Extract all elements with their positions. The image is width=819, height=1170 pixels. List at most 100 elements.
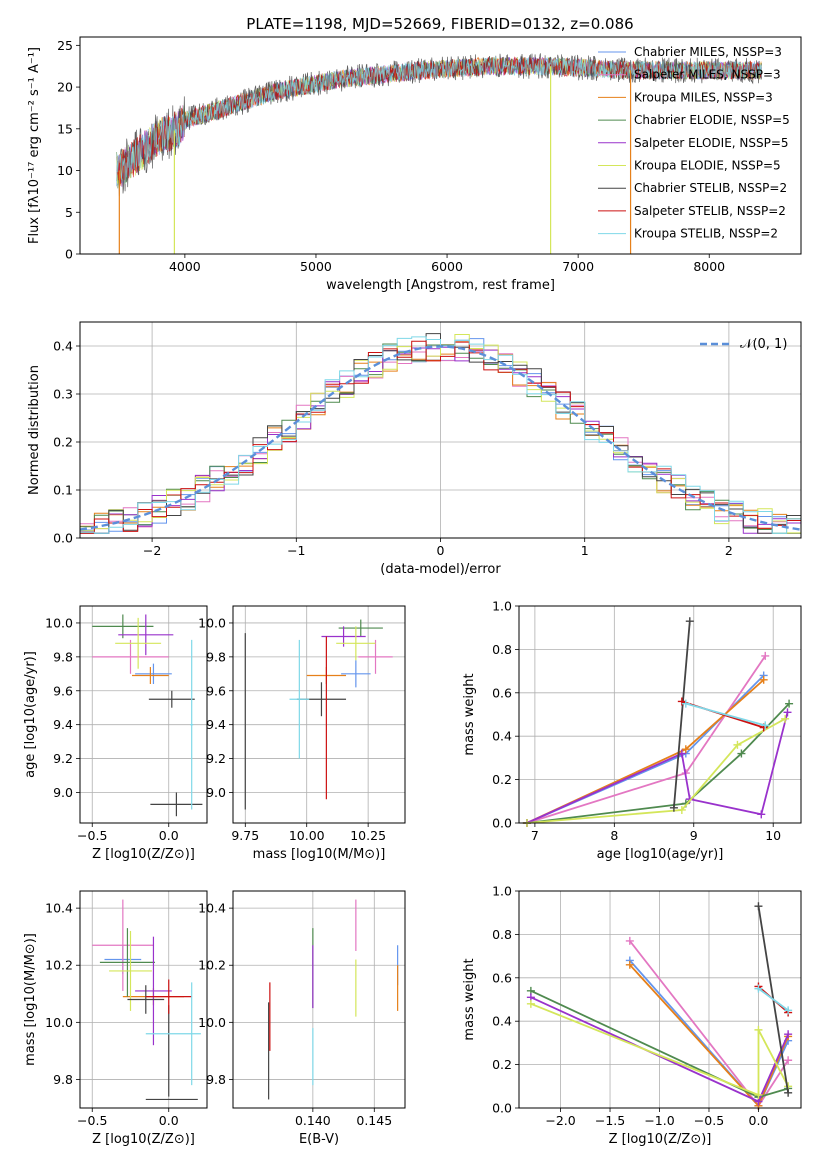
plot-area: [116, 53, 763, 254]
y-tick-label: 0.6: [492, 970, 512, 985]
y-tick-label: 10.0: [45, 1015, 73, 1030]
x-tick-label: 5000: [300, 259, 332, 274]
spectrum-line: [116, 56, 762, 187]
mass-weight-marker: [783, 708, 792, 717]
mass-weight-marker: [733, 740, 742, 749]
mass-weight-marker: [685, 617, 694, 626]
spectrum-title: PLATE=1198, MJD=52669, FIBERID=0132, z=0…: [246, 15, 633, 33]
x-tick-label: 2: [725, 543, 733, 558]
x-tick-label: 1: [581, 543, 589, 558]
axes-frame: [79, 321, 802, 539]
mass-weight-marker: [781, 714, 790, 723]
x-tick-label: −1.0: [644, 1113, 674, 1128]
mass-weight-marker: [759, 675, 768, 684]
plot-area: [244, 619, 393, 810]
x-tick-label: −2: [143, 543, 161, 558]
plot-area: [92, 614, 203, 817]
y-tick-label: 0.1: [53, 483, 73, 498]
axes-frame: [518, 890, 802, 1109]
panel-spectrum: 4000 5000 6000 7000 8000 0 5 10 15 20 25 wavelength…: [27, 36, 802, 293]
y-tick-label: 10.0: [198, 615, 226, 630]
y-tick-label: 10.2: [198, 958, 226, 973]
y-tick-label: 0.4: [492, 729, 512, 744]
y-tick-label: 9.0: [53, 785, 73, 800]
x-tick-label: 0.145: [356, 1113, 392, 1128]
histogram-line: [80, 334, 801, 534]
legend-label: Salpeter STELIB, NSSP=2: [634, 204, 786, 218]
mass-weight-marker: [754, 984, 763, 993]
axes-frame: [79, 605, 208, 824]
y-tick-label: 0.0: [53, 531, 73, 546]
y-tick-label: 1.0: [492, 599, 512, 614]
x-axis-label: Z [log10(Z/Z⊙)]: [609, 1132, 712, 1147]
mass-weight-marker: [669, 803, 678, 812]
mass-weight-marker: [757, 810, 766, 819]
y-tick-label: 9.6: [53, 683, 73, 698]
x-tick-label: 0.0: [749, 1113, 769, 1128]
mass-weight-line: [526, 679, 765, 824]
x-tick-label: −2.0: [545, 1113, 575, 1128]
y-axis-label: mass [log10(M/M⊙)]: [23, 933, 38, 1066]
mass-weight-line: [526, 718, 786, 824]
y-tick-label: 20: [57, 80, 73, 95]
y-tick-label: 0.2: [492, 772, 512, 787]
histogram-line: [80, 340, 801, 534]
legend-label: 𝒩(0, 1): [740, 337, 787, 352]
y-tick-label: 9.2: [206, 751, 226, 766]
panel-age-vs-mass: 9.75 10.00 10.25 9.0 9.2 9.4 9.6 9.8 10.0 mass [l…: [198, 605, 406, 862]
mass-weight-marker: [785, 699, 794, 708]
y-tick-label: 9.4: [206, 717, 226, 732]
y-tick-label: 10.0: [45, 615, 73, 630]
x-tick-label: 0.0: [159, 828, 179, 843]
legend: Chabrier MILES, NSSP=3 Salpeter MILES, NS…: [598, 45, 790, 241]
x-tick-label: 6000: [431, 259, 463, 274]
panel-massweight-vs-Z: −2.0 −1.5 −1.0 −0.5 0.0 0.0 0.2 0.4 0.6 0.8 1.0 Z […: [462, 884, 802, 1147]
y-tick-label: 9.8: [53, 1072, 73, 1087]
axes-frame: [79, 36, 802, 255]
y-tick-label: 9.8: [53, 649, 73, 664]
y-tick-label: 0.0: [492, 1101, 512, 1116]
y-axis-label: Flux [fλ10⁻¹⁷ erg cm⁻² s⁻¹ A⁻¹]: [27, 47, 42, 244]
panel-mass-vs-Z: −0.5 0.0 9.8 10.0 10.2 10.4 Z [log10(Z/Z⊙)] mas…: [23, 890, 208, 1147]
mass-weight-marker: [677, 805, 686, 814]
plot-area: [268, 899, 399, 1100]
x-axis-label: age [log10(age/yr)]: [597, 847, 724, 862]
mass-weight-marker: [754, 1090, 763, 1099]
y-tick-label: 10: [57, 163, 73, 178]
histogram-line: [80, 336, 801, 534]
x-axis-label: (data-model)/error: [380, 562, 501, 577]
legend-label: Chabrier ELODIE, NSSP=5: [634, 113, 790, 127]
y-tick-label: 0.4: [53, 339, 73, 354]
mass-weight-line: [685, 702, 766, 727]
y-tick-label: 0: [65, 247, 73, 262]
x-tick-label: 9.75: [231, 828, 259, 843]
mass-weight-marker: [625, 960, 634, 969]
y-tick-label: 0.2: [492, 1057, 512, 1072]
x-tick-label: −1.5: [595, 1113, 625, 1128]
y-tick-label: 0.2: [53, 435, 73, 450]
mass-weight-marker: [784, 1088, 793, 1097]
y-tick-label: 10.0: [198, 1015, 226, 1030]
x-tick-label: 0.0: [159, 1113, 179, 1128]
legend-label: Kroupa MILES, NSSP=3: [634, 90, 773, 104]
y-tick-label: 9.0: [206, 785, 226, 800]
mass-weight-marker: [761, 721, 770, 730]
mass-weight-marker: [784, 1056, 793, 1065]
x-tick-label: 0: [437, 543, 445, 558]
y-axis-label: Normed distribution: [27, 365, 42, 495]
x-axis-label: Z [log10(Z/Z⊙)]: [92, 1132, 195, 1147]
x-tick-label: −0.5: [77, 828, 107, 843]
legend-label: Kroupa ELODIE, NSSP=5: [634, 159, 781, 173]
panel-massweight-vs-age: 7 8 9 10 0.0 0.2 0.4 0.6 0.8 1.0 age [log10(age/yr…: [462, 599, 802, 862]
plot-area: [526, 902, 793, 1110]
legend-label: Chabrier STELIB, NSSP=2: [634, 181, 787, 195]
y-tick-label: 15: [57, 121, 73, 136]
legend-label: Salpeter MILES, NSSP=3: [634, 68, 781, 82]
mass-weight-marker: [754, 902, 763, 911]
plot-area: [522, 617, 794, 827]
x-tick-label: −1: [287, 543, 305, 558]
x-tick-label: 10: [765, 828, 781, 843]
mass-weight-marker: [737, 749, 746, 758]
y-tick-label: 5: [65, 205, 73, 220]
